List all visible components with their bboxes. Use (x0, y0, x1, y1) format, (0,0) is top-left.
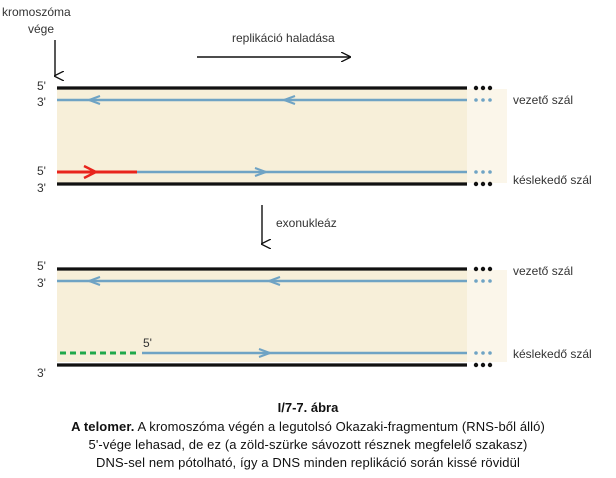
bottom-leading-new-arrow2 (266, 276, 281, 286)
bottom-lagging-strand-label: késlekedő szál (513, 347, 592, 361)
caption-line-1: A telomer. A kromoszóma végén a legutols… (0, 418, 616, 436)
caption-title: A telomer. (71, 419, 135, 434)
bottom-leading-3prime: 3' (37, 276, 46, 290)
bottom-leading-new-arrow (86, 276, 101, 286)
top-leading-new-arrow2 (281, 95, 296, 105)
caption-line-1-text: A kromoszóma végén a legutolsó Okazaki-f… (134, 419, 545, 434)
replication-direction-label: replikáció haladása (232, 31, 335, 45)
chromosome-end-label-2: vége (28, 22, 54, 36)
top-leading-3prime: 3' (37, 95, 46, 109)
top-leading-new-dots (474, 98, 492, 102)
bottom-leading-5prime: 5' (37, 259, 46, 273)
top-leading-5prime: 5' (37, 79, 46, 93)
upper-band (57, 89, 467, 183)
bottom-leading-new-dots (474, 279, 492, 283)
lower-band (57, 270, 467, 362)
bottom-lagging-new-arrow (258, 348, 273, 358)
top-lagging-template-dots (473, 181, 493, 187)
caption-line-3: DNS-sel nem pótolható, így a DNS minden … (96, 455, 520, 470)
bottom-lagging-5prime: 5' (143, 336, 152, 350)
bottom-leading-strand-label: vezető szál (513, 264, 573, 278)
bottom-leading-template-dots (473, 266, 493, 272)
top-lagging-strand-label: késlekedő szál (513, 173, 592, 187)
top-lagging-5prime: 5' (37, 164, 46, 178)
bottom-lagging-template-dots (473, 362, 493, 368)
upper-band-fade (467, 89, 507, 183)
top-lagging-3prime: 3' (37, 181, 46, 195)
figure-number: I/7-7. ábra (277, 400, 339, 415)
top-lagging-new-dots (474, 170, 492, 174)
top-leading-template-dots (473, 85, 493, 91)
figure-caption: I/7-7. ábra A telomer. A kromoszóma végé… (0, 399, 616, 472)
telomere-diagram: kromoszóma vége replikáció haladása 5' 3… (2, 5, 592, 380)
caption-line-2: 5'-vége lehasad, de ez (a zöld-szürke sá… (88, 437, 528, 452)
bottom-lagging-new-dots (474, 351, 492, 355)
top-lagging-new-arrow (254, 167, 269, 177)
exonuclease-label: exonukleáz (276, 216, 337, 230)
chromosome-end-label-1: kromoszóma (2, 5, 71, 19)
bottom-lagging-3prime: 3' (37, 366, 46, 380)
top-leading-strand-label: vezető szál (513, 93, 573, 107)
top-leading-new-arrow (86, 95, 101, 105)
top-lagging-primer-arrow (83, 164, 99, 180)
lower-band-fade (467, 270, 507, 362)
